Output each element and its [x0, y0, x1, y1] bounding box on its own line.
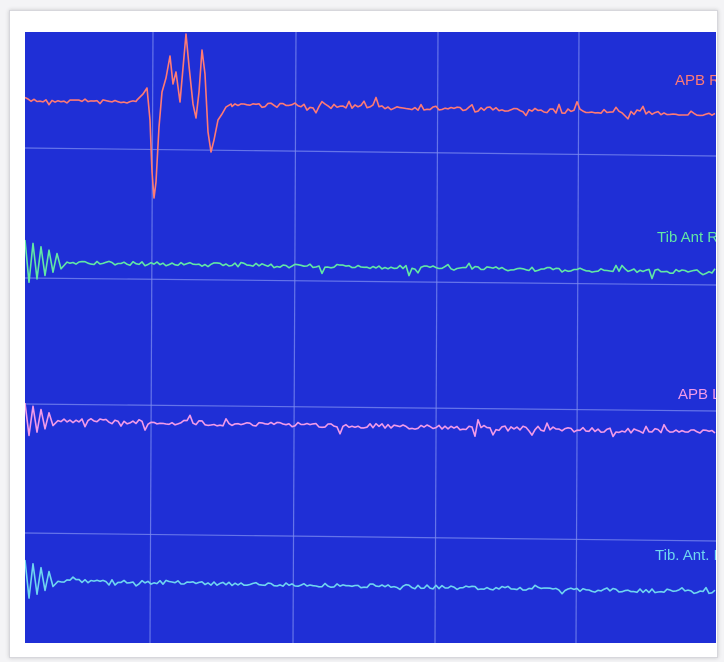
trace-tib-ant-l	[25, 559, 716, 599]
grid-horizontal-line	[25, 147, 716, 157]
waveform-display: APB R Tib Ant R APB L Tib. Ant. L	[25, 32, 716, 643]
grid	[25, 32, 716, 643]
grid-vertical-line	[434, 32, 439, 643]
trace-tib-ant-r	[25, 239, 716, 284]
trace-label-tib-ant-r: Tib Ant R	[657, 229, 716, 246]
grid-vertical-line	[292, 32, 297, 643]
traces-group	[25, 33, 716, 599]
emg-monitor-screen: APB R Tib Ant R APB L Tib. Ant. L	[25, 32, 716, 643]
trace-labels: APB R Tib Ant R APB L Tib. Ant. L	[655, 72, 716, 564]
grid-horizontal-line	[25, 403, 716, 412]
grid-horizontal-line	[25, 277, 716, 286]
grid-vertical-line	[575, 32, 580, 643]
trace-label-apb-r: APB R	[675, 72, 716, 89]
trace-label-apb-l: APB L	[678, 386, 716, 403]
trace-apb-l	[25, 402, 716, 438]
trace-apb-r	[25, 33, 716, 199]
grid-horizontal-line	[25, 532, 716, 542]
trace-label-tib-ant-l: Tib. Ant. L	[655, 547, 716, 564]
grid-vertical-line	[149, 32, 154, 643]
